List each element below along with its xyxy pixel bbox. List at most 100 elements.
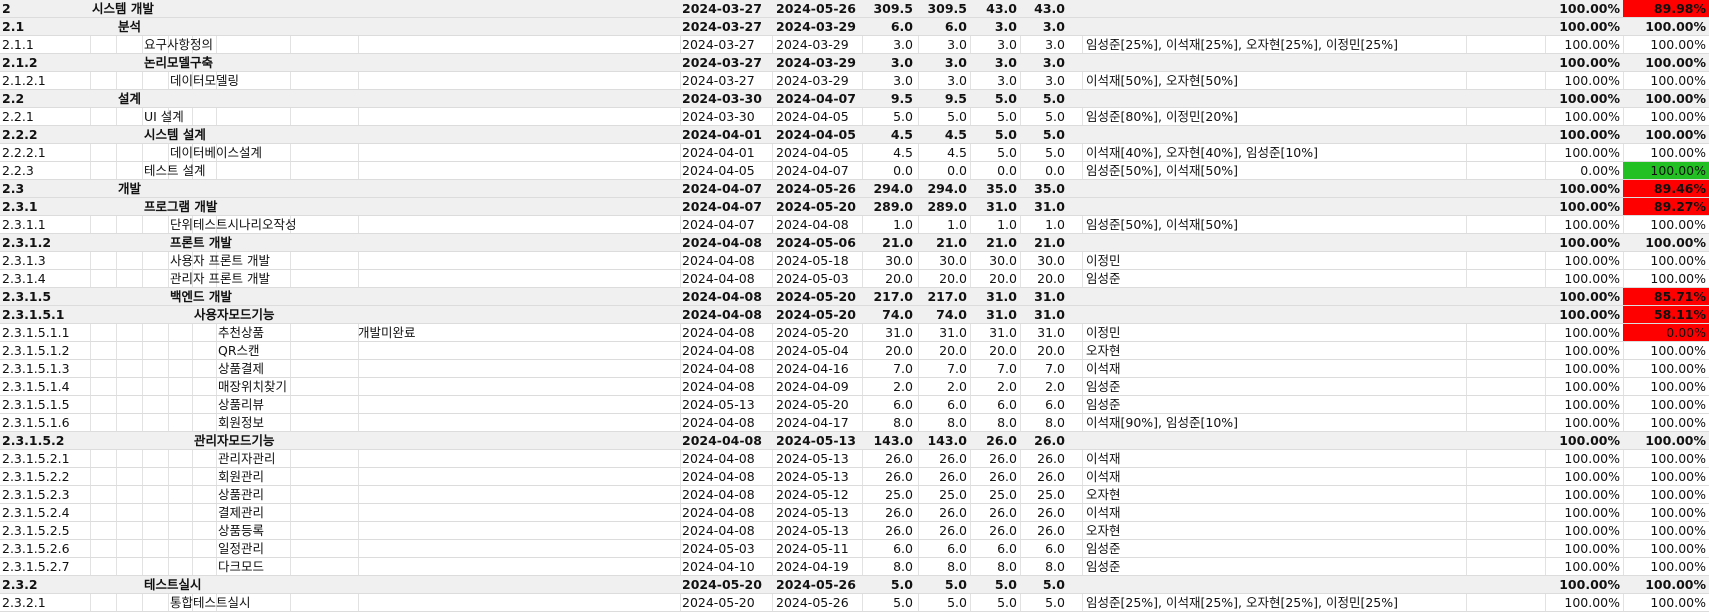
duration-actual-cell[interactable]: 3.0 <box>947 37 967 52</box>
plan-progress-cell[interactable]: 100.00% <box>1564 469 1620 484</box>
end-date-cell[interactable]: 2024-05-26 <box>776 1 856 16</box>
assignees-cell[interactable] <box>1086 126 1466 143</box>
plan-progress-cell[interactable]: 100.00% <box>1564 397 1620 412</box>
duration-plan-cell[interactable]: 3.0 <box>890 55 913 70</box>
workdays-actual-cell[interactable]: 5.0 <box>1045 109 1065 124</box>
workdays-plan-cell[interactable]: 30.0 <box>989 253 1017 268</box>
workdays-actual-cell[interactable]: 8.0 <box>1045 415 1065 430</box>
duration-actual-cell[interactable]: 6.0 <box>947 397 967 412</box>
wbs-id-cell[interactable]: 2.2.3 <box>2 163 34 178</box>
duration-actual-cell[interactable]: 31.0 <box>939 325 967 340</box>
plan-progress-cell[interactable]: 100.00% <box>1564 253 1620 268</box>
wbs-id-cell[interactable]: 2.2.1 <box>2 109 34 124</box>
note-cell[interactable] <box>358 396 668 413</box>
duration-actual-cell[interactable]: 8.0 <box>947 559 967 574</box>
workdays-actual-cell[interactable]: 30.0 <box>1037 253 1065 268</box>
end-date-cell[interactable]: 2024-05-13 <box>776 451 849 466</box>
plan-progress-cell[interactable]: 100.00% <box>1564 415 1620 430</box>
table-row[interactable]: 2.3.2 테스트실시 2024-05-20 2024-05-26 5.0 5.0 5.0 5… <box>0 576 1709 594</box>
workdays-plan-cell[interactable]: 5.0 <box>997 595 1017 610</box>
wbs-id-cell[interactable]: 2.3.1.5.1 <box>2 307 65 322</box>
duration-plan-cell[interactable]: 20.0 <box>885 343 913 358</box>
assignees-cell[interactable]: 임성준[25%], 이석재[25%], 오자현[25%], 이정민[25%] <box>1086 595 1398 610</box>
start-date-cell[interactable]: 2024-03-27 <box>682 1 762 16</box>
actual-progress-cell[interactable]: 100.00% <box>1650 379 1706 394</box>
end-date-cell[interactable]: 2024-04-07 <box>776 163 849 178</box>
start-date-cell[interactable]: 2024-03-30 <box>682 91 762 106</box>
workdays-actual-cell[interactable]: 3.0 <box>1042 55 1065 70</box>
workdays-plan-cell[interactable]: 26.0 <box>989 523 1017 538</box>
end-date-cell[interactable]: 2024-05-26 <box>776 595 849 610</box>
wbs-id-cell[interactable]: 2.1.2 <box>2 55 38 70</box>
workdays-actual-cell[interactable]: 3.0 <box>1045 37 1065 52</box>
plan-progress-cell[interactable]: 100.00% <box>1559 91 1620 106</box>
start-date-cell[interactable]: 2024-04-08 <box>682 523 755 538</box>
actual-progress-cell[interactable]: 100.00% <box>1645 55 1706 70</box>
end-date-cell[interactable]: 2024-03-29 <box>776 73 849 88</box>
wbs-id-cell[interactable]: 2.3.1.5.2.7 <box>2 559 70 574</box>
duration-plan-cell[interactable]: 4.5 <box>890 127 913 142</box>
end-date-cell[interactable]: 2024-05-20 <box>776 307 856 322</box>
workdays-plan-cell[interactable]: 5.0 <box>997 109 1017 124</box>
task-name-cell[interactable]: 개발 <box>118 181 142 196</box>
wbs-id-cell[interactable]: 2.3.1.2 <box>2 235 52 250</box>
workdays-plan-cell[interactable]: 31.0 <box>989 325 1017 340</box>
task-name-cell[interactable]: 데이터모델링 <box>170 73 240 88</box>
task-name-cell[interactable]: 회원정보 <box>218 415 265 430</box>
note-cell[interactable] <box>358 252 668 269</box>
duration-actual-cell[interactable]: 26.0 <box>939 469 967 484</box>
assignees-cell[interactable]: 임성준[80%], 이정민[20%] <box>1086 109 1239 124</box>
end-date-cell[interactable]: 2024-03-29 <box>776 37 849 52</box>
task-name-cell[interactable]: 시스템 설계 <box>144 127 206 142</box>
actual-progress-cell[interactable]: 100.00% <box>1650 271 1706 286</box>
duration-plan-cell[interactable]: 294.0 <box>873 181 913 196</box>
plan-progress-cell[interactable]: 100.00% <box>1559 127 1620 142</box>
table-row[interactable]: 2.3.1.5.2 관리자모드기능 2024-04-08 2024-05-13 143.… <box>0 432 1709 450</box>
duration-plan-cell[interactable]: 5.0 <box>893 595 913 610</box>
workdays-actual-cell[interactable]: 31.0 <box>1034 199 1065 214</box>
table-row[interactable]: 2.2.2.1 데이터베이스설계 2024-04-01 2024-04-05 4.5 4.… <box>0 144 1709 162</box>
task-name-cell[interactable]: 매장위치찾기 <box>218 379 288 394</box>
duration-actual-cell[interactable]: 294.0 <box>927 181 967 196</box>
plan-progress-cell[interactable]: 100.00% <box>1564 145 1620 160</box>
workdays-actual-cell[interactable]: 43.0 <box>1034 1 1065 16</box>
plan-progress-cell[interactable]: 100.00% <box>1564 73 1620 88</box>
plan-progress-cell[interactable]: 100.00% <box>1559 577 1620 592</box>
workdays-actual-cell[interactable]: 5.0 <box>1045 595 1065 610</box>
workdays-actual-cell[interactable]: 26.0 <box>1037 505 1065 520</box>
duration-plan-cell[interactable]: 7.0 <box>893 361 913 376</box>
start-date-cell[interactable]: 2024-04-08 <box>682 469 755 484</box>
note-cell[interactable] <box>358 18 668 35</box>
workdays-actual-cell[interactable]: 3.0 <box>1042 19 1065 34</box>
note-cell[interactable] <box>358 342 668 359</box>
workdays-actual-cell[interactable]: 26.0 <box>1037 523 1065 538</box>
workdays-plan-cell[interactable]: 35.0 <box>986 181 1017 196</box>
end-date-cell[interactable]: 2024-05-20 <box>776 199 856 214</box>
workdays-plan-cell[interactable]: 8.0 <box>997 559 1017 574</box>
note-cell[interactable]: 개발미완료 <box>358 325 416 340</box>
workdays-plan-cell[interactable]: 1.0 <box>997 217 1017 232</box>
actual-progress-cell[interactable]: 100.00% <box>1645 433 1706 448</box>
note-cell[interactable] <box>358 486 668 503</box>
plan-progress-cell[interactable]: 100.00% <box>1559 433 1620 448</box>
start-date-cell[interactable]: 2024-03-27 <box>682 73 755 88</box>
duration-actual-cell[interactable]: 6.0 <box>944 19 967 34</box>
plan-progress-cell[interactable]: 100.00% <box>1564 271 1620 286</box>
table-row[interactable]: 2.3.1.5.2.2 회원관리 2024-04-08 2024-05-13 26.0 2… <box>0 468 1709 486</box>
assignees-cell[interactable] <box>1086 180 1466 197</box>
end-date-cell[interactable]: 2024-04-07 <box>776 91 856 106</box>
note-cell[interactable] <box>358 576 668 593</box>
plan-progress-cell[interactable]: 100.00% <box>1559 289 1620 304</box>
workdays-actual-cell[interactable]: 5.0 <box>1042 91 1065 106</box>
assignees-cell[interactable]: 이석재[90%], 임성준[10%] <box>1086 415 1239 430</box>
duration-actual-cell[interactable]: 9.5 <box>944 91 967 106</box>
workdays-actual-cell[interactable]: 5.0 <box>1045 145 1065 160</box>
assignees-cell[interactable]: 오자현 <box>1086 343 1121 358</box>
task-name-cell[interactable]: 요구사항정의 <box>144 37 214 52</box>
plan-progress-cell[interactable]: 0.00% <box>1580 163 1620 178</box>
table-row[interactable]: 2.3.1.3 사용자 프론트 개발 2024-04-08 2024-05-18 30.… <box>0 252 1709 270</box>
actual-progress-cell[interactable]: 100.00% <box>1650 109 1706 124</box>
workdays-actual-cell[interactable]: 26.0 <box>1037 469 1065 484</box>
table-row[interactable]: 2.3.1.5 백엔드 개발 2024-04-08 2024-05-20 217.0 21… <box>0 288 1709 306</box>
assignees-cell[interactable]: 임성준[50%], 이석재[50%] <box>1086 163 1239 178</box>
